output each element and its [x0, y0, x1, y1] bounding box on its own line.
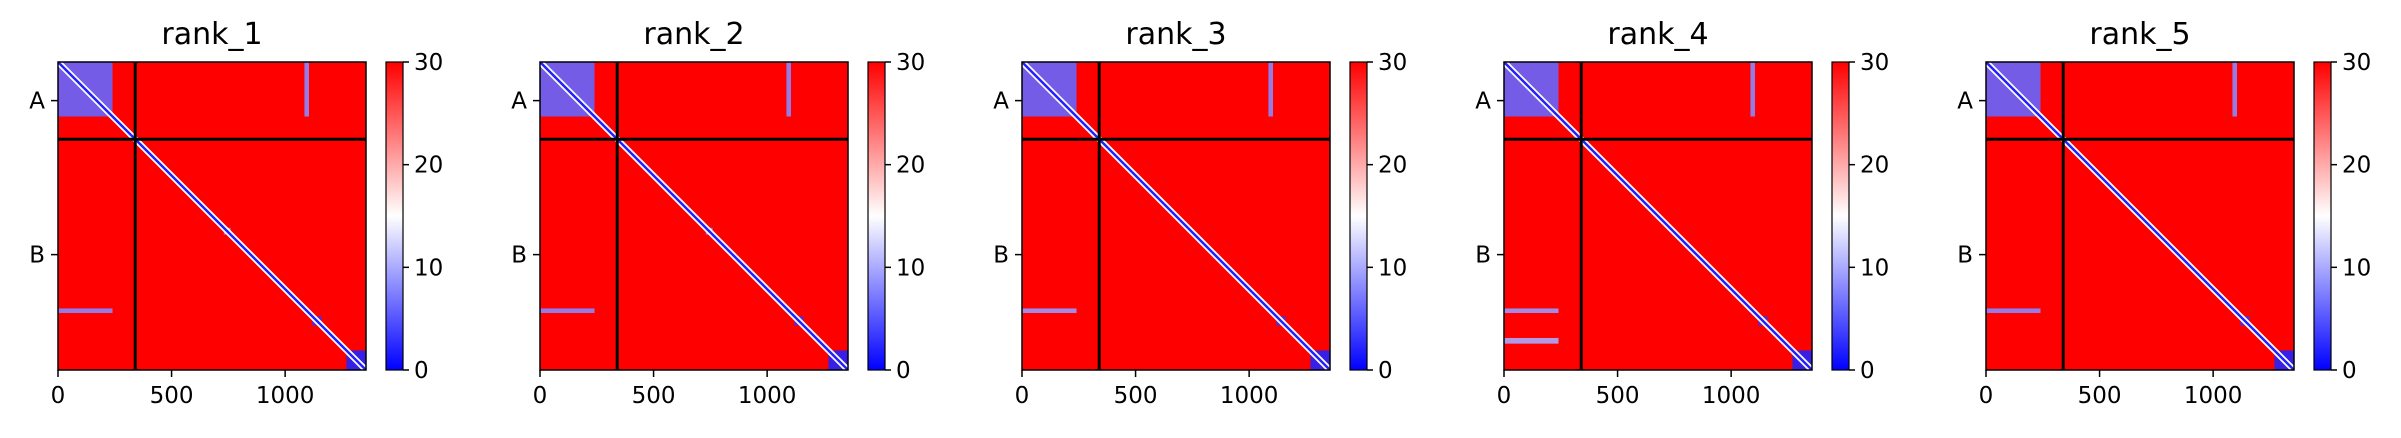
x-tick-label: 0 — [51, 383, 66, 409]
colorbar-tick-label: 10 — [1860, 255, 1889, 281]
pae-panel-2: rank_2 0 500 1000 A B 0 10 20 30 — [511, 17, 925, 409]
chain-label-A: A — [1957, 89, 1973, 115]
colorbar-tick-label: 30 — [1860, 50, 1889, 76]
x-tick-label: 500 — [150, 383, 194, 409]
colorbar-tick-label: 20 — [2342, 153, 2371, 179]
panel-title: rank_3 — [1125, 17, 1226, 52]
panel-title: rank_5 — [2089, 17, 2190, 52]
panel-title: rank_2 — [643, 17, 744, 52]
colorbar-tick-label: 10 — [414, 255, 443, 281]
heatmap-block — [1986, 308, 2041, 313]
colorbar — [867, 61, 886, 371]
heatmap-block — [1022, 308, 1077, 313]
pae-panel-4: rank_4 0 500 1000 A B 0 10 20 30 — [1475, 17, 1889, 409]
pae-panel-5: rank_5 0 500 1000 A B 0 10 20 30 — [1957, 17, 2371, 409]
diagonal-line — [1022, 62, 1330, 370]
heatmap-block — [58, 308, 113, 313]
colorbar-tick-label: 30 — [896, 50, 925, 76]
heatmap-area — [540, 62, 848, 370]
panel-title: rank_1 — [161, 17, 262, 52]
x-tick-label: 1000 — [2184, 383, 2243, 409]
pae-panel-3: rank_3 0 500 1000 A B 0 10 20 30 — [993, 17, 1407, 409]
colorbar — [2313, 61, 2332, 371]
x-tick-label: 1000 — [1220, 383, 1279, 409]
heatmap-block — [1268, 62, 1273, 117]
x-tick-label: 500 — [1596, 383, 1640, 409]
colorbar-tick-label: 20 — [1378, 153, 1407, 179]
heatmap-area — [58, 62, 366, 370]
heatmap-area — [1022, 62, 1330, 370]
x-tick-label: 500 — [2078, 383, 2122, 409]
colorbar-tick-label: 0 — [1378, 358, 1393, 384]
colorbar-tick-label: 10 — [1378, 255, 1407, 281]
diagonal-line — [58, 62, 366, 370]
chain-label-B: B — [29, 243, 45, 269]
heatmap-block — [786, 62, 791, 117]
axes-frame — [57, 61, 367, 371]
heatmap-block — [1504, 337, 1559, 344]
heatmap-block — [304, 62, 309, 117]
axes-frame — [1021, 61, 1331, 371]
colorbar-tick-label: 0 — [1860, 358, 1875, 384]
panel-title: rank_4 — [1607, 17, 1708, 52]
chain-label-B: B — [1475, 243, 1491, 269]
chain-label-A: A — [993, 89, 1009, 115]
x-tick-label: 500 — [1114, 383, 1158, 409]
colorbar-tick-label: 20 — [1860, 153, 1889, 179]
axes-frame — [1503, 61, 1813, 371]
diagonal-line — [1504, 62, 1812, 370]
chain-label-A: A — [1475, 89, 1491, 115]
heatmap-block — [540, 308, 595, 313]
colorbar-tick-label: 10 — [896, 255, 925, 281]
axes-frame — [1985, 61, 2295, 371]
x-tick-label: 1000 — [738, 383, 797, 409]
colorbar-tick-label: 0 — [414, 358, 429, 384]
x-tick-label: 0 — [533, 383, 548, 409]
heatmap-block — [1504, 308, 1559, 313]
chain-label-A: A — [511, 89, 527, 115]
colorbar — [1349, 61, 1368, 371]
chain-label-B: B — [511, 243, 527, 269]
chain-label-A: A — [29, 89, 45, 115]
x-tick-label: 0 — [1979, 383, 1994, 409]
diagonal-line — [1986, 62, 2294, 370]
colorbar-tick-label: 30 — [414, 50, 443, 76]
colorbar-tick-label: 30 — [1378, 50, 1407, 76]
heatmap-block — [1750, 62, 1755, 117]
axes-frame — [539, 61, 849, 371]
x-tick-label: 500 — [632, 383, 676, 409]
heatmap-area — [1504, 62, 1812, 370]
colorbar — [1831, 61, 1850, 371]
colorbar — [385, 61, 404, 371]
x-tick-label: 0 — [1497, 383, 1512, 409]
heatmap-area — [1986, 62, 2294, 370]
diagonal-line — [540, 62, 848, 370]
colorbar-tick-label: 0 — [2342, 358, 2357, 384]
colorbar-tick-label: 10 — [2342, 255, 2371, 281]
chain-label-B: B — [993, 243, 1009, 269]
colorbar-tick-label: 20 — [896, 153, 925, 179]
colorbar-tick-label: 0 — [896, 358, 911, 384]
x-tick-label: 1000 — [1702, 383, 1761, 409]
x-tick-label: 1000 — [256, 383, 315, 409]
heatmap-block — [2232, 62, 2237, 117]
colorbar-tick-label: 20 — [414, 153, 443, 179]
colorbar-tick-label: 30 — [2342, 50, 2371, 76]
x-tick-label: 0 — [1015, 383, 1030, 409]
chain-label-B: B — [1957, 243, 1973, 269]
pae-panel-1: rank_1 0 500 1000 A B 0 10 20 30 — [29, 17, 443, 409]
